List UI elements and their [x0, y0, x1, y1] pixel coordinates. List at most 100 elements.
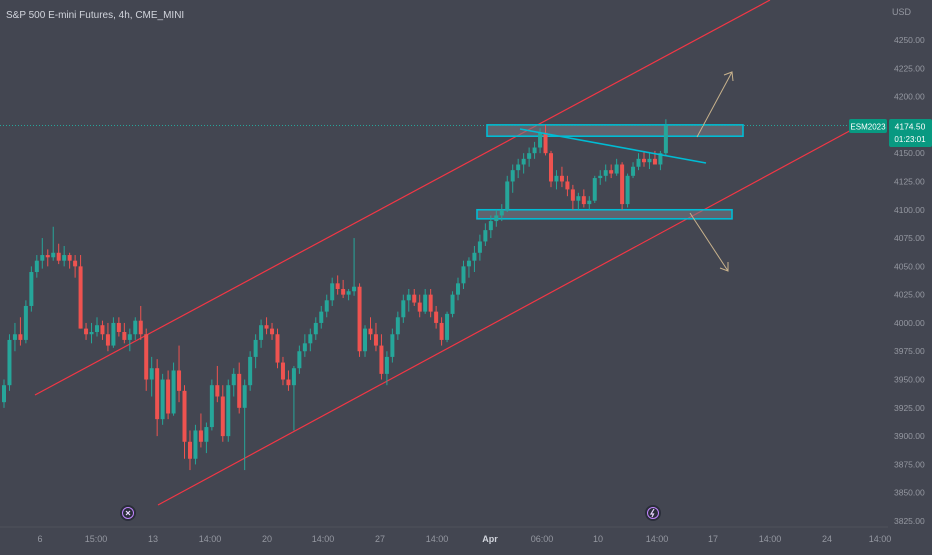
- candle-body: [122, 331, 127, 340]
- candle-body: [248, 356, 253, 386]
- candle-body: [259, 325, 264, 340]
- time-tick-label: 6: [37, 534, 42, 544]
- candle-body: [581, 196, 586, 205]
- candle-body: [253, 339, 258, 357]
- candle-body: [171, 370, 176, 414]
- drawings-overlay[interactable]: [519, 71, 734, 272]
- candle-body: [516, 164, 521, 171]
- time-tick-label: 14:00: [199, 534, 222, 544]
- time-tick-label: 15:00: [85, 534, 108, 544]
- candle-body: [270, 328, 275, 335]
- candle-body: [275, 334, 280, 363]
- candle-body: [297, 351, 302, 369]
- candle-body: [226, 385, 231, 437]
- candle-body: [335, 283, 340, 289]
- candle-body: [428, 294, 433, 312]
- channel-lines[interactable]: [34, 0, 856, 506]
- candle-body: [543, 132, 548, 154]
- candle-body: [401, 300, 406, 318]
- candle-body: [29, 272, 34, 306]
- price-axis-ticks: 4250.004225.004200.004175.004150.004125.…: [894, 35, 925, 526]
- chart-title: S&P 500 E-mini Futures, 4h, CME_MINI: [6, 10, 184, 21]
- candle-body: [308, 334, 313, 344]
- candle-body: [12, 334, 17, 340]
- time-tick-label: Apr: [482, 534, 498, 544]
- candle-body: [587, 200, 592, 205]
- last-price-label-bg: [889, 119, 932, 147]
- candle-body: [78, 266, 83, 329]
- candle-body: [538, 132, 543, 148]
- price-tick-label: 3850.00: [894, 488, 925, 498]
- candle-body: [18, 334, 23, 340]
- candle-body: [592, 178, 597, 201]
- price-tick-label: 4200.00: [894, 92, 925, 102]
- candle-body: [133, 320, 138, 335]
- candle-body: [456, 283, 461, 295]
- price-tick-label: 3825.00: [894, 516, 925, 526]
- candle-body: [149, 368, 154, 380]
- candle-body: [412, 294, 417, 303]
- candle-body: [368, 328, 373, 335]
- candle-body: [609, 170, 614, 174]
- resistance-zone[interactable]: [486, 124, 744, 138]
- candle-body: [242, 385, 247, 408]
- candle-body: [84, 328, 89, 335]
- zone-rectangles[interactable]: [476, 124, 744, 220]
- candle-body: [565, 181, 570, 190]
- candle-body: [406, 294, 411, 301]
- candle-body: [390, 334, 395, 357]
- candle-body: [663, 125, 668, 154]
- time-tick-label: 14:00: [312, 534, 335, 544]
- candle-body: [641, 158, 646, 163]
- candle-body: [576, 196, 581, 201]
- price-tick-label: 4100.00: [894, 205, 925, 215]
- price-tick-label: 4150.00: [894, 148, 925, 158]
- candle-body: [144, 334, 149, 380]
- symbol-label-bg: [849, 119, 887, 133]
- candle-body: [264, 325, 269, 329]
- price-tick-label: 4250.00: [894, 35, 925, 45]
- candle-body: [204, 427, 209, 442]
- candle-body: [40, 255, 45, 261]
- dividend-event-icon[interactable]: [120, 505, 136, 521]
- candle-body: [177, 370, 182, 391]
- candle-body: [652, 158, 657, 165]
- candle-body: [499, 209, 504, 216]
- descending-trendline[interactable]: [519, 128, 707, 164]
- time-axis[interactable]: 6 15:00 13 14:00 20 14:00 27 14:00 Apr 06:00 10 14:…: [37, 534, 891, 544]
- candles[interactable]: [2, 119, 668, 471]
- bullish-projection-arrow[interactable]: [696, 71, 733, 138]
- support-zone[interactable]: [476, 208, 733, 220]
- candle-body: [510, 170, 515, 182]
- candle-body: [636, 158, 641, 167]
- time-tick-label: 10: [593, 534, 603, 544]
- candle-body: [658, 153, 663, 165]
- price-tick-label: 4025.00: [894, 290, 925, 300]
- channel-lower-line[interactable]: [157, 127, 856, 506]
- candle-body: [215, 385, 220, 397]
- candle-body: [521, 158, 526, 165]
- candle-body: [373, 334, 378, 346]
- bullish-arrowhead: [723, 71, 734, 82]
- price-axis-currency: USD: [892, 7, 912, 17]
- candle-body: [477, 241, 482, 253]
- candle-body: [549, 153, 553, 182]
- candle-body: [237, 373, 242, 408]
- candle-body: [570, 189, 575, 201]
- candle-body: [89, 331, 94, 335]
- candle-body: [280, 362, 285, 380]
- candle-body: [7, 339, 12, 386]
- price-tick-label: 3900.00: [894, 431, 925, 441]
- price-tick-label: 4125.00: [894, 176, 925, 186]
- price-axis[interactable]: USD: [892, 7, 912, 17]
- channel-upper-line[interactable]: [34, 0, 771, 396]
- price-tick-label: 4225.00: [894, 63, 925, 73]
- price-tick-label: 3875.00: [894, 459, 925, 469]
- earnings-event-icon[interactable]: [645, 505, 661, 521]
- bearish-projection-arrow[interactable]: [689, 212, 729, 272]
- candle-body: [324, 300, 329, 312]
- candle-body: [34, 260, 39, 273]
- candle-body: [532, 147, 537, 154]
